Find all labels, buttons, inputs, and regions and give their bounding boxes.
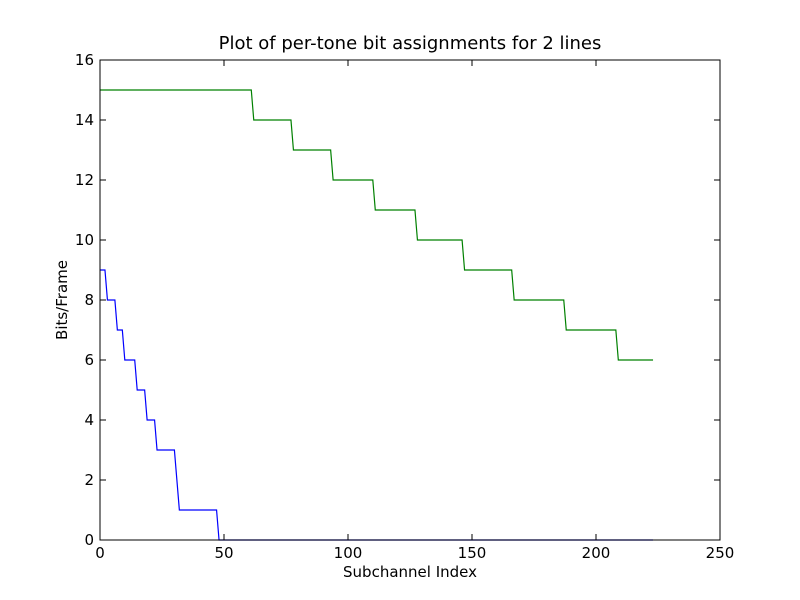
y-tick-label: 4 bbox=[84, 411, 94, 429]
series-layer bbox=[100, 89, 654, 541]
x-tick-label: 150 bbox=[458, 544, 487, 562]
y-tick-label: 10 bbox=[75, 231, 94, 249]
series-line-1 bbox=[100, 269, 654, 541]
x-tick-label: 0 bbox=[95, 544, 105, 562]
x-tick-label: 50 bbox=[214, 544, 233, 562]
y-tick-label: 14 bbox=[75, 111, 94, 129]
x-tick-label: 250 bbox=[706, 544, 735, 562]
series-line-2 bbox=[100, 89, 654, 361]
x-tick-label: 100 bbox=[334, 544, 363, 562]
y-tick-label: 6 bbox=[84, 351, 94, 369]
y-axis-label: Bits/Frame bbox=[53, 260, 71, 340]
tick-layer: 0 50 100 150 200 250 0 2 4 6 8 10 12 14 16 bbox=[75, 51, 734, 562]
y-tick-label: 16 bbox=[75, 51, 94, 69]
x-tick-label: 200 bbox=[582, 544, 611, 562]
y-tick-label: 0 bbox=[84, 531, 94, 549]
y-tick-label: 8 bbox=[84, 291, 94, 309]
y-tick-label: 2 bbox=[84, 471, 94, 489]
x-axis-label: Subchannel Index bbox=[343, 563, 477, 581]
chart-title: Plot of per-tone bit assignments for 2 l… bbox=[219, 33, 602, 54]
y-tick-label: 12 bbox=[75, 171, 94, 189]
